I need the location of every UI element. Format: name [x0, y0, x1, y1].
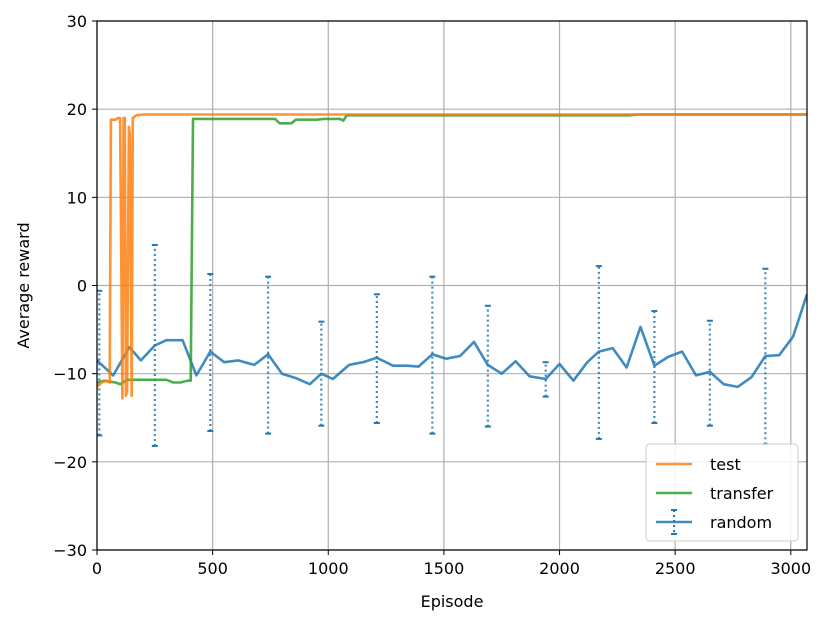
x-tick-label: 1000 [308, 559, 349, 578]
y-tick-label: −30 [53, 541, 87, 560]
plot-area [97, 113, 807, 447]
y-tick-label: 10 [67, 188, 87, 207]
legend-label-random: random [710, 513, 772, 532]
y-tick-label: 30 [67, 12, 87, 31]
x-tick-label: 3000 [770, 559, 811, 578]
x-tick-label: 500 [197, 559, 228, 578]
x-tick-label: 0 [92, 559, 102, 578]
y-tick-label: 0 [77, 277, 87, 296]
x-tick-label: 2500 [655, 559, 696, 578]
series-line-test [97, 113, 807, 400]
legend: test transfer random [645, 443, 799, 542]
x-tick-label: 2000 [539, 559, 580, 578]
y-tick-label: −20 [53, 453, 87, 472]
series-line-random [97, 293, 807, 389]
x-axis-label: Episode [421, 592, 484, 611]
legend-box [645, 443, 799, 542]
legend-label-test: test [710, 455, 741, 474]
legend-label-transfer: transfer [710, 484, 774, 503]
axis-ticks: 0 500 1000 1500 2000 2500 3000 −30 −20 −10 0 10 20 30 [53, 12, 811, 578]
y-tick-label: −10 [53, 365, 87, 384]
x-tick-label: 1500 [424, 559, 465, 578]
y-tick-label: 20 [67, 100, 87, 119]
y-axis-label: Average reward [14, 222, 33, 348]
series-line-transfer [97, 113, 807, 386]
